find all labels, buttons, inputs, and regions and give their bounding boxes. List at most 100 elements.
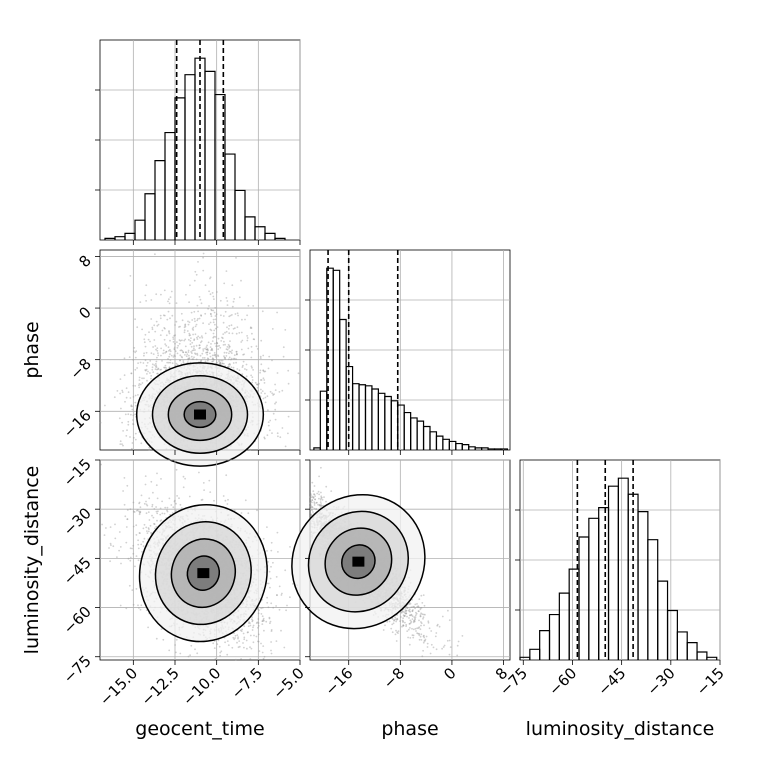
sample-point <box>135 534 138 536</box>
sample-point <box>206 348 209 351</box>
sample-point <box>126 518 129 520</box>
sample-point <box>226 326 228 329</box>
sample-point <box>225 355 228 357</box>
sample-point <box>252 641 255 644</box>
sample-point <box>236 634 239 636</box>
sample-point <box>137 543 140 546</box>
sample-point <box>240 341 243 343</box>
sample-point <box>233 354 236 357</box>
sample-point <box>252 369 255 371</box>
sample-point <box>132 436 135 439</box>
sample-point <box>107 287 110 290</box>
sample-point <box>251 379 254 381</box>
sample-point <box>182 486 185 489</box>
sample-point <box>168 366 171 368</box>
sample-point <box>232 300 235 303</box>
sample-point <box>131 405 134 408</box>
sample-point <box>129 397 132 399</box>
sample-point <box>199 354 202 357</box>
sample-point <box>200 314 202 317</box>
sample-point <box>143 341 146 344</box>
sample-point <box>186 353 189 356</box>
sample-point <box>145 368 148 371</box>
sample-point <box>118 549 120 552</box>
sample-point <box>137 559 140 562</box>
sample-point <box>200 315 203 317</box>
sample-point <box>266 550 268 552</box>
sample-point <box>142 545 145 548</box>
sample-point <box>226 304 229 306</box>
sample-point <box>140 494 143 497</box>
sample-point <box>150 318 153 320</box>
sample-point <box>236 368 239 370</box>
sample-point <box>183 339 186 342</box>
sample-point <box>125 607 128 610</box>
sample-point <box>207 341 210 344</box>
sample-point <box>151 514 153 517</box>
sample-point <box>179 503 182 506</box>
sample-point <box>135 524 138 527</box>
sample-point <box>129 559 132 562</box>
sample-point <box>191 352 193 354</box>
sample-point <box>139 301 142 303</box>
sample-point <box>125 387 128 390</box>
sample-point <box>159 334 162 336</box>
sample-point <box>214 327 217 330</box>
sample-point <box>283 646 286 649</box>
sample-point <box>260 392 263 394</box>
sample-point <box>121 391 124 393</box>
sample-point <box>155 293 158 296</box>
sample-point <box>202 357 204 359</box>
sample-point <box>189 654 192 657</box>
sample-point <box>155 320 158 323</box>
sample-point <box>137 539 140 542</box>
sample-point <box>190 345 193 348</box>
sample-point <box>192 326 195 329</box>
sample-point <box>268 355 271 358</box>
sample-point <box>168 330 170 332</box>
sample-point <box>216 291 218 293</box>
sample-point <box>185 351 188 354</box>
sample-point <box>138 383 141 385</box>
sample-point <box>257 383 259 386</box>
sample-point <box>220 340 223 342</box>
sample-point <box>151 505 154 508</box>
sample-point <box>267 582 270 585</box>
sample-point <box>246 314 249 317</box>
sample-point <box>210 313 212 316</box>
sample-point <box>219 363 222 365</box>
sample-point <box>235 353 238 356</box>
sample-point <box>145 364 148 367</box>
sample-point <box>173 348 176 351</box>
sample-point <box>154 362 157 365</box>
sample-point <box>240 512 243 514</box>
sample-point <box>209 293 212 296</box>
sample-point <box>246 631 249 634</box>
sample-point <box>151 368 154 371</box>
sample-point <box>225 474 228 477</box>
sample-point <box>161 329 164 332</box>
sample-point <box>214 318 217 321</box>
sample-point <box>134 401 137 404</box>
sample-point <box>148 519 151 521</box>
sample-point <box>140 442 143 445</box>
sample-point <box>228 345 231 347</box>
sample-point <box>172 341 175 343</box>
sample-point <box>210 308 213 311</box>
sample-point <box>123 357 126 360</box>
sample-point <box>297 372 300 375</box>
sample-point <box>168 649 171 652</box>
sample-point <box>159 520 162 522</box>
sample-point <box>125 526 128 528</box>
sample-point <box>195 344 198 347</box>
sample-point <box>228 345 231 348</box>
sample-point <box>267 606 270 609</box>
sample-point <box>167 346 170 349</box>
sample-point <box>190 351 193 353</box>
sample-point <box>124 400 126 403</box>
sample-point <box>240 348 243 351</box>
sample-point <box>155 510 158 513</box>
sample-point <box>238 296 241 299</box>
sample-point <box>284 569 287 572</box>
sample-point <box>222 321 225 324</box>
